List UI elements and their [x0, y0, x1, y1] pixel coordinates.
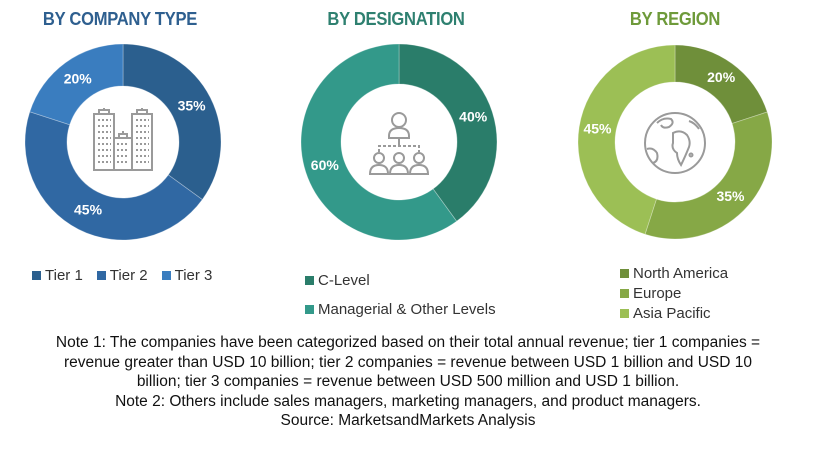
legend-item-north-america: North America	[620, 263, 728, 283]
legend-item-managerial: Managerial & Other Levels	[305, 295, 496, 324]
legend-label: Asia Pacific	[633, 304, 711, 322]
donut-company-type: 35% 45% 20%	[24, 43, 222, 241]
data-label: 20%	[707, 69, 736, 85]
legend-swatch	[620, 268, 629, 278]
legend-designation: C-Level Managerial & Other Levels	[305, 266, 496, 324]
donut-segment-europe	[644, 111, 773, 240]
legend-swatch	[620, 288, 629, 298]
chart-title-region: BY REGION	[629, 9, 721, 29]
donut-designation: 40% 60%	[300, 43, 498, 241]
legend-swatch	[96, 271, 106, 280]
notes: Note 1: The companies have been categori…	[0, 333, 816, 431]
legend-label: North America	[633, 264, 729, 282]
legend-region: North America Europe Asia Pacific	[620, 263, 728, 323]
data-label: 45%	[74, 201, 103, 217]
note-2: Note 2: Others include sales managers, m…	[115, 392, 701, 410]
donut-segment-tier-1	[122, 43, 222, 201]
legend-swatch	[305, 305, 314, 314]
legend-label: Tier 1	[45, 267, 83, 284]
donut-region: 20% 35% 45%	[577, 44, 773, 240]
legend-swatch	[32, 271, 41, 280]
donut-segment-asia-pacific	[577, 44, 676, 235]
legend-swatch	[161, 271, 171, 280]
legend-item-c-level: C-Level	[305, 266, 496, 295]
note-1-line-1: Note 1: The companies have been categori…	[55, 334, 761, 351]
legend-item-tier-3: Tier 3	[161, 267, 213, 284]
legend-swatch	[305, 276, 314, 285]
buildings-icon	[93, 108, 153, 171]
data-label: 40%	[459, 109, 488, 125]
donut-segment-tier-2	[24, 111, 203, 241]
note-1-line-2: revenue greater than USD 10 billion; tie…	[64, 353, 752, 371]
legend-swatch	[620, 308, 629, 318]
globe-icon	[644, 112, 706, 174]
donut-segment-managerial-other-levels	[300, 43, 458, 241]
org-hierarchy-icon	[368, 112, 430, 175]
source: Source: MarketsandMarkets Analysis	[280, 412, 536, 429]
legend-label: C-Level	[318, 272, 370, 289]
data-label: 35%	[178, 98, 207, 114]
data-label: 35%	[716, 188, 745, 204]
chart-title-company-type: BY COMPANY TYPE	[42, 9, 198, 29]
legend-item-asia-pacific: Asia Pacific	[620, 303, 728, 323]
legend-label: Tier 2	[109, 267, 148, 284]
data-label: 45%	[583, 120, 612, 136]
donut-segment-north-america	[674, 44, 768, 124]
donut-segment-c-level	[398, 43, 498, 222]
legend-item-tier-1: Tier 1	[32, 267, 83, 284]
legend-label: Tier 3	[174, 267, 213, 284]
chart-title-designation: BY DESIGNATION	[327, 9, 465, 29]
legend-company-type: Tier 1 Tier 2 Tier 3	[32, 267, 212, 284]
data-label: 20%	[64, 70, 93, 86]
legend-item-europe: Europe	[620, 283, 728, 303]
donut-segment-tier-3	[29, 43, 124, 126]
legend-item-tier-2: Tier 2	[96, 267, 148, 284]
legend-label: Europe	[633, 284, 682, 302]
data-label: 60%	[311, 157, 340, 173]
legend-label: Managerial & Other Levels	[318, 301, 496, 318]
note-1-line-3: billion; tier 3 companies = revenue betw…	[136, 373, 680, 390]
